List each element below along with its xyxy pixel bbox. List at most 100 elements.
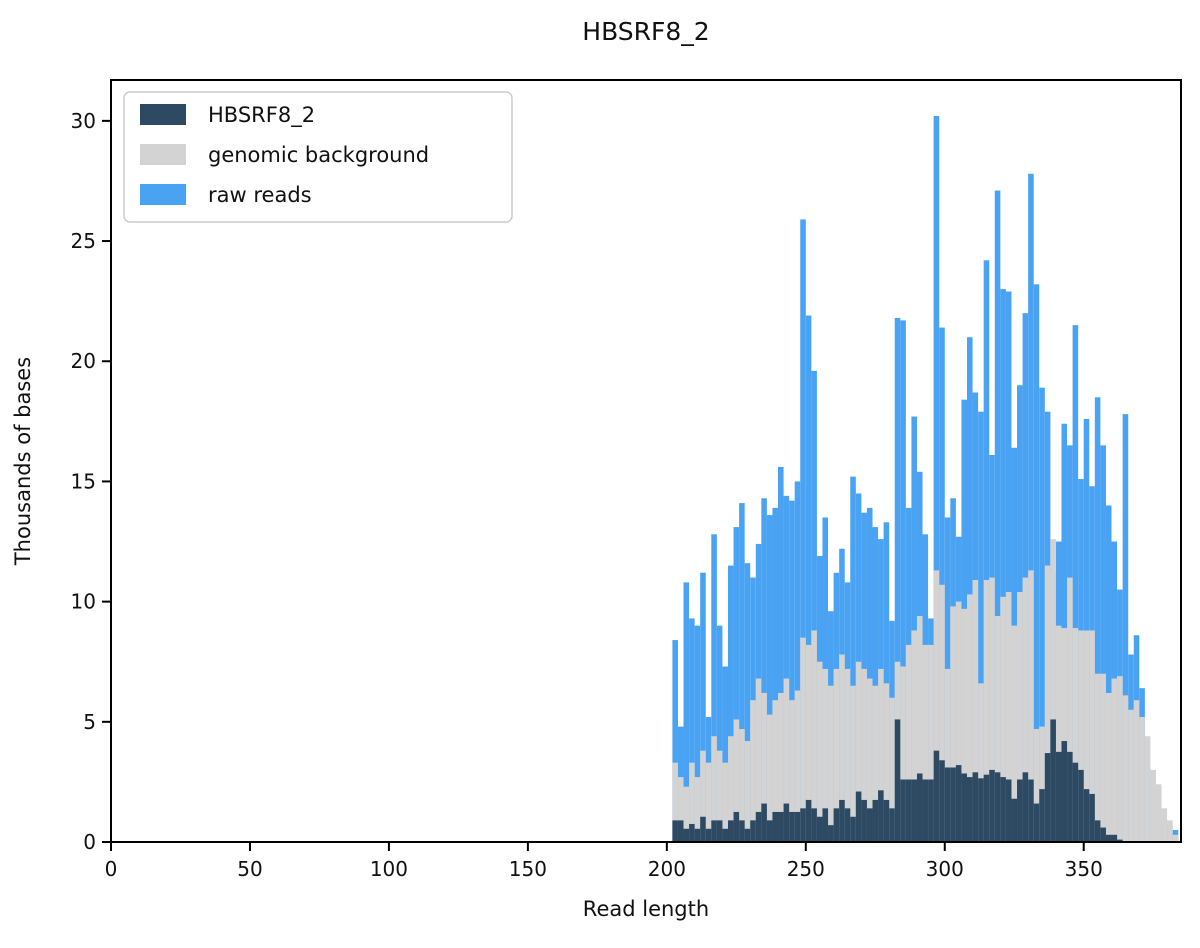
bar <box>822 808 829 842</box>
bar <box>928 644 934 842</box>
bar <box>967 337 973 842</box>
bar <box>783 803 790 842</box>
bar <box>1061 741 1068 842</box>
bar <box>1044 753 1051 842</box>
bar <box>794 481 801 842</box>
bar <box>761 498 767 842</box>
bar <box>1072 762 1079 842</box>
bar <box>1017 592 1023 842</box>
bar <box>928 779 934 842</box>
bar <box>1167 820 1173 842</box>
bar <box>733 719 740 842</box>
bar <box>944 767 951 842</box>
y-tick-label: 15 <box>71 469 96 493</box>
bar <box>839 654 845 842</box>
bar <box>883 522 890 842</box>
bar <box>739 729 745 842</box>
bar <box>739 503 745 842</box>
bar <box>761 692 767 842</box>
bar <box>878 790 884 842</box>
bar <box>939 584 945 842</box>
bar <box>911 779 917 842</box>
bar <box>1089 630 1095 842</box>
bar <box>861 799 867 842</box>
bar <box>955 765 962 842</box>
bar <box>1105 692 1112 842</box>
bar <box>1000 777 1006 842</box>
legend-box <box>123 91 513 223</box>
bar <box>722 828 728 842</box>
bar <box>1083 789 1090 842</box>
bar <box>744 828 751 842</box>
bar <box>700 572 706 842</box>
y-tick-label: 0 <box>83 830 96 854</box>
legend-swatch-hbsrf8-2 <box>140 104 186 125</box>
bar <box>894 317 901 843</box>
bar <box>694 828 701 842</box>
bar <box>872 527 879 842</box>
bar <box>950 606 956 842</box>
bar <box>683 828 690 842</box>
bar <box>878 668 884 842</box>
bar <box>989 769 995 842</box>
bar <box>1055 751 1062 842</box>
x-tick-label: 250 <box>787 857 825 881</box>
bar <box>700 750 706 842</box>
bar <box>828 825 834 842</box>
bar <box>750 700 756 842</box>
bar <box>961 608 967 842</box>
bar <box>1111 834 1118 842</box>
bar <box>944 668 951 842</box>
bar <box>727 736 734 842</box>
bar <box>983 260 990 842</box>
bar <box>1133 700 1140 842</box>
bar <box>961 773 967 842</box>
legend-swatch-genomic-background <box>140 144 186 165</box>
bar <box>1122 695 1129 842</box>
legend-label-genomic-background: genomic background <box>208 143 429 167</box>
bar <box>794 690 801 842</box>
bar <box>711 736 717 842</box>
y-tick-label: 20 <box>71 349 96 373</box>
bar <box>1094 397 1101 842</box>
bar <box>1105 834 1112 842</box>
bar <box>1117 839 1123 842</box>
bar <box>822 668 829 842</box>
bar <box>955 601 962 842</box>
bar <box>839 799 845 842</box>
bar <box>1105 505 1112 842</box>
bar <box>861 668 867 842</box>
bar <box>778 692 784 842</box>
bar <box>772 700 779 842</box>
bar <box>900 779 906 842</box>
bar <box>689 823 695 842</box>
bar <box>805 799 812 842</box>
bar <box>933 750 940 842</box>
bar <box>1139 717 1145 842</box>
bar <box>716 625 723 842</box>
bar <box>1000 596 1006 842</box>
bar <box>716 820 723 842</box>
bar <box>811 370 817 842</box>
bar <box>850 476 856 842</box>
bar <box>705 828 712 842</box>
bar <box>783 678 790 842</box>
bar <box>972 579 979 842</box>
bar <box>1039 789 1045 842</box>
bar <box>722 666 728 842</box>
bar <box>894 719 901 842</box>
bar <box>811 630 817 842</box>
bar <box>989 577 995 842</box>
x-tick-label: 100 <box>370 857 408 881</box>
bar <box>800 637 806 842</box>
bar <box>855 661 862 842</box>
bar <box>983 579 990 842</box>
bar <box>811 808 817 842</box>
bar <box>677 777 684 842</box>
bar <box>922 779 929 842</box>
axis-ticks: 0 50 100 150 200 250 300 350 0 5 10 15 20 25 30 <box>71 109 1103 881</box>
bar <box>1005 592 1012 842</box>
bar <box>994 616 1001 842</box>
bar <box>950 767 956 842</box>
